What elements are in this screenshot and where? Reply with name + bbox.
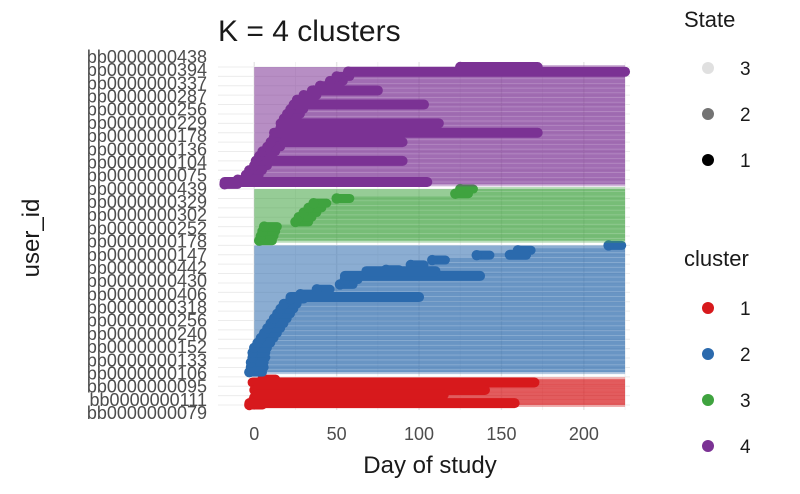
y-tick-label: bb0000000406	[87, 284, 207, 304]
x-tick-label: 200	[569, 424, 599, 444]
series-start-point	[331, 71, 342, 82]
y-tick-label: bb0000000337	[87, 73, 207, 93]
x-tick-label: 100	[404, 424, 434, 444]
series-start-point	[258, 221, 270, 232]
x-tick-label: 0	[249, 424, 259, 444]
cluster-legend-key	[702, 348, 714, 360]
series-start-point	[455, 183, 466, 195]
series-start-point	[331, 193, 342, 204]
y-axis-label: user_id	[18, 199, 45, 278]
series-start-point	[298, 89, 309, 101]
y-tick-label: bb0000000147	[87, 245, 207, 265]
x-tick-label: 150	[486, 424, 516, 444]
series-start-point	[308, 197, 319, 209]
y-tick-label: bb0000000240	[87, 324, 207, 344]
y-tick-label: bb0000000106	[87, 363, 207, 383]
x-tick-labels: 0 50 100 150 200	[249, 424, 599, 444]
state-legend-key	[702, 154, 714, 166]
cluster-legend-label: 4	[740, 437, 751, 458]
state-legend-key	[702, 108, 714, 120]
y-tick-label: bb0000000442	[87, 258, 207, 278]
series-start-point	[471, 249, 482, 261]
y-tick-label: bb0000000318	[87, 298, 207, 318]
state-legend-label: 3	[740, 59, 751, 80]
cluster-legend-label: 3	[740, 391, 751, 412]
y-tick-label: bb0000000079	[87, 403, 207, 423]
y-tick-label: bb0000000252	[87, 218, 207, 238]
cluster-legend-title: cluster	[684, 246, 749, 271]
cluster-legend: cluster 1 2 3 4	[684, 246, 751, 458]
cluster-band-2	[254, 245, 626, 373]
y-tick-label: bb0000000136	[87, 139, 207, 159]
y-tick-label: bb0000000111	[90, 390, 207, 410]
data-marks	[219, 61, 631, 411]
y-tick-label: bb0000000229	[87, 113, 207, 133]
chart-title: K = 4 clusters	[218, 15, 401, 48]
y-tick-label: bb0000000178	[87, 232, 207, 252]
y-tick-labels: bb0000000079bb0000000111bb0000000095bb00…	[87, 47, 207, 423]
cluster-legend-key	[702, 394, 714, 406]
cluster-legend-label: 2	[740, 345, 751, 366]
y-tick-label: bb0000000075	[87, 166, 207, 186]
y-tick-label: bb0000000287	[87, 87, 207, 107]
y-tick-label: bb0000000430	[87, 271, 207, 291]
y-tick-label: bb0000000438	[87, 47, 207, 67]
state-legend-key	[702, 62, 714, 74]
state-legend: State 3 2 1	[684, 7, 751, 172]
cluster-legend-label: 1	[740, 299, 751, 320]
cluster-legend-key	[702, 302, 714, 314]
y-tick-label: bb0000000256	[87, 100, 207, 120]
y-tick-label: bb0000000329	[87, 192, 207, 212]
y-tick-label: bb0000000095	[87, 377, 207, 397]
state-legend-title: State	[684, 7, 735, 32]
y-tick-label: bb0000000256	[87, 311, 207, 331]
series-start-point	[603, 240, 614, 251]
y-tick-label: bb0000000133	[87, 350, 207, 370]
state-legend-label: 1	[740, 151, 751, 172]
y-tick-label: bb0000000439	[87, 179, 207, 199]
y-tick-label: bb0000000178	[87, 126, 207, 146]
state-legend-label: 2	[740, 105, 751, 126]
x-axis-label: Day of study	[363, 452, 496, 479]
y-tick-label: bb0000000302	[87, 205, 207, 225]
x-tick-label: 50	[327, 424, 347, 444]
series-start-point	[427, 254, 438, 266]
series-start-point	[311, 284, 323, 295]
y-tick-label: bb0000000394	[87, 60, 207, 80]
cluster-legend-key	[702, 440, 714, 452]
y-tick-label: bb0000000104	[87, 152, 207, 172]
y-tick-label: bb0000000152	[87, 337, 207, 357]
